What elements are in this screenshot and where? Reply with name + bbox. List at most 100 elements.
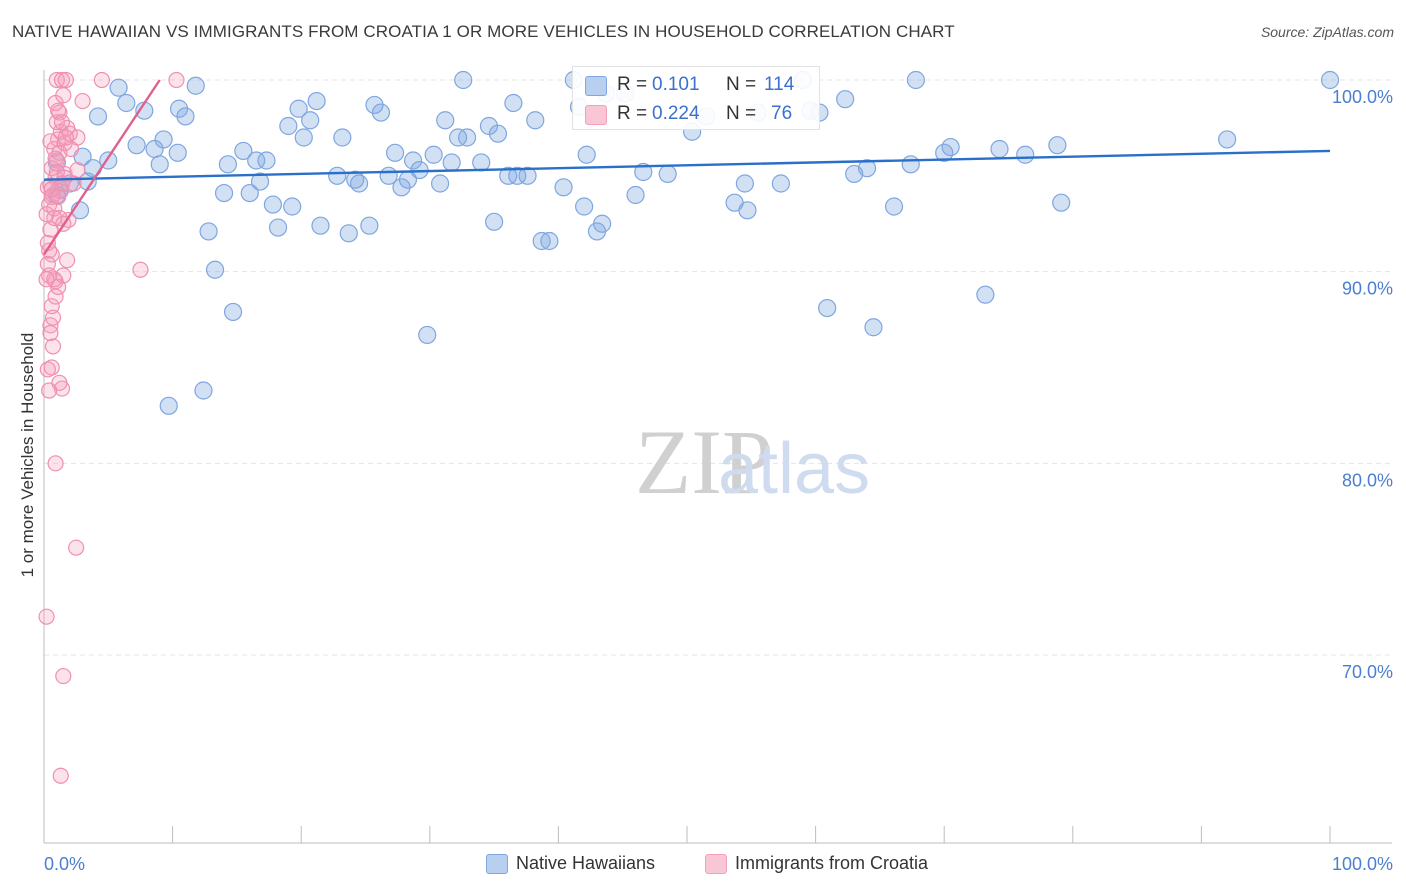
n-value: 76 — [771, 103, 793, 124]
data-point — [168, 143, 187, 162]
data-point — [168, 71, 185, 89]
data-point — [257, 151, 276, 170]
data-point — [39, 361, 56, 378]
data-point — [234, 141, 253, 161]
x-tick-label: 100.0% — [1332, 854, 1393, 874]
data-point — [403, 151, 423, 170]
data-point — [307, 91, 326, 111]
data-point — [504, 93, 523, 113]
data-point — [57, 129, 74, 146]
source-label: Source: ZipAtlas.com — [1260, 24, 1394, 40]
data-point — [864, 318, 883, 337]
data-point — [42, 324, 59, 342]
stats-row-immigrants-from-croatia: R = 0.224 N = 76 — [573, 99, 819, 129]
trend-line — [43, 149, 1331, 181]
data-point — [540, 231, 559, 251]
trend-lines — [43, 79, 1331, 256]
data-point — [554, 178, 573, 197]
data-point — [771, 174, 790, 193]
data-point — [1048, 136, 1067, 155]
data-point — [109, 78, 128, 97]
data-point — [626, 185, 645, 205]
data-point — [57, 71, 74, 89]
grid-lines — [44, 79, 1392, 656]
data-point — [485, 212, 504, 231]
data-point — [508, 166, 527, 185]
data-point — [127, 136, 146, 155]
data-point — [69, 161, 86, 179]
data-point — [436, 111, 455, 130]
data-point — [333, 128, 352, 147]
data-point — [371, 103, 391, 122]
data-point — [1016, 145, 1035, 164]
bottom-legend: Native Hawaiians Immigrants from Croatia — [0, 852, 1406, 876]
n-value: 114 — [764, 74, 795, 95]
data-point — [250, 172, 270, 191]
data-point — [117, 93, 136, 113]
data-point — [1218, 130, 1237, 149]
data-point — [44, 309, 62, 326]
data-point — [56, 135, 73, 152]
data-point — [901, 155, 920, 174]
data-point — [430, 174, 450, 193]
data-point — [906, 70, 926, 90]
data-point — [132, 261, 149, 278]
stats-row-native-hawaiians: R = 0.101 N = 114 — [573, 70, 819, 100]
data-point — [223, 302, 243, 322]
data-point — [150, 155, 169, 174]
data-point — [990, 139, 1009, 159]
data-point — [526, 111, 545, 130]
series-immigrants-from-croatia — [38, 71, 185, 784]
data-point — [39, 255, 56, 273]
chart-title: NATIVE HAWAIIAN VS IMMIGRANTS FROM CROAT… — [12, 22, 955, 41]
data-point — [38, 271, 55, 288]
data-point — [154, 130, 173, 149]
data-point — [279, 116, 298, 136]
data-point — [454, 70, 473, 90]
watermark-atlas: atlas — [718, 429, 870, 509]
legend-swatch-pink — [585, 105, 607, 125]
data-point — [47, 455, 64, 472]
data-point — [218, 155, 237, 174]
x-tick-label: 0.0% — [44, 854, 85, 874]
data-point — [294, 128, 313, 147]
data-point — [738, 201, 757, 220]
data-point — [68, 539, 85, 556]
data-point — [88, 107, 108, 126]
r-value: 0.224 — [652, 103, 700, 124]
data-point — [575, 197, 594, 216]
data-point — [634, 162, 653, 182]
data-point — [941, 137, 960, 157]
data-point — [472, 153, 491, 172]
data-point — [74, 92, 91, 110]
legend-swatch-blue — [585, 76, 607, 96]
legend-swatch-blue — [486, 854, 508, 874]
data-point — [44, 338, 62, 355]
legend-swatch-pink — [705, 854, 727, 874]
data-point — [339, 224, 358, 243]
data-point — [42, 133, 59, 150]
n-label: N = — [726, 74, 757, 95]
data-point — [186, 76, 205, 95]
data-point — [836, 90, 855, 109]
data-point — [48, 71, 65, 89]
data-point — [263, 195, 283, 214]
trend-line — [43, 79, 161, 256]
data-point — [385, 143, 405, 162]
data-point — [48, 114, 65, 131]
data-point — [51, 374, 68, 391]
data-point — [976, 285, 995, 304]
data-point — [301, 111, 320, 130]
data-point — [50, 188, 67, 206]
legend-label: Immigrants from Croatia — [735, 853, 929, 873]
data-point — [247, 151, 266, 170]
data-point — [59, 252, 76, 269]
data-point — [268, 218, 288, 237]
data-point — [205, 260, 225, 279]
r-label: R = — [617, 74, 648, 95]
data-point — [328, 166, 347, 185]
data-point — [289, 99, 308, 118]
data-point — [349, 174, 369, 193]
data-point — [857, 159, 877, 178]
